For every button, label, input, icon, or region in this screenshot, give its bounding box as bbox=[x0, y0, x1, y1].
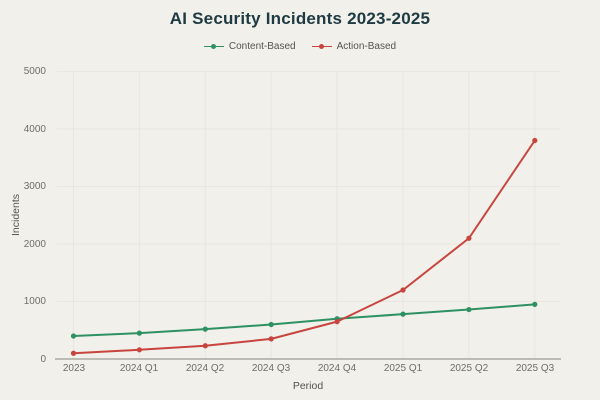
data-point-action-based bbox=[70, 350, 77, 356]
chart-title: AI Security Incidents 2023-2025 bbox=[169, 9, 431, 28]
series-line-action-based bbox=[72, 139, 536, 355]
x-tick-label: 2025 Q1 bbox=[383, 363, 423, 374]
x-tick-label: 2024 Q4 bbox=[317, 363, 357, 374]
legend-dot bbox=[319, 44, 324, 49]
data-point-action-based bbox=[334, 319, 340, 325]
y-tick-label: 5000 bbox=[23, 66, 46, 77]
x-tick-label: 2023 bbox=[62, 363, 86, 374]
x-tick-label: 2024 Q3 bbox=[251, 363, 291, 374]
data-point-content-based bbox=[532, 301, 538, 307]
line-dot-marker-icon bbox=[203, 43, 224, 50]
data-point-content-based bbox=[268, 321, 274, 328]
data-point-action-based bbox=[202, 343, 208, 349]
data-point-action-based bbox=[532, 137, 538, 144]
legend-item-action-based[interactable]: Action-Based bbox=[311, 41, 397, 52]
data-point-action-based bbox=[136, 347, 142, 353]
legend-label: Content-Based bbox=[228, 41, 296, 52]
data-point-content-based bbox=[466, 306, 472, 313]
y-tick-label: 3000 bbox=[23, 181, 46, 192]
series-line-content-based bbox=[72, 303, 536, 337]
legend-label: Action-Based bbox=[336, 41, 397, 52]
y-tick-label: 0 bbox=[40, 354, 46, 365]
data-point-action-based bbox=[400, 287, 406, 293]
x-tick-label: 2025 Q3 bbox=[515, 363, 555, 374]
y-tick-label: 1000 bbox=[23, 296, 46, 307]
data-point-content-based bbox=[400, 311, 406, 317]
data-point-content-based bbox=[70, 333, 77, 339]
legend: Content-Based Action-Based bbox=[0, 41, 600, 52]
y-axis-title: Incidents bbox=[10, 193, 22, 237]
x-tick-label: 2024 Q1 bbox=[119, 363, 159, 374]
data-point-action-based bbox=[466, 235, 472, 241]
y-tick-label: 2000 bbox=[23, 239, 46, 250]
line-dot-marker-icon bbox=[311, 43, 332, 50]
data-point-action-based bbox=[268, 336, 274, 342]
x-tick-label: 2024 Q2 bbox=[185, 363, 225, 374]
legend-dot bbox=[211, 44, 217, 49]
data-point-content-based bbox=[136, 330, 142, 336]
legend-item-content-based[interactable]: Content-Based bbox=[203, 41, 296, 52]
x-tick-label: 2025 Q2 bbox=[449, 363, 489, 374]
data-point-content-based bbox=[202, 326, 208, 332]
x-axis-title: Period bbox=[292, 380, 324, 392]
y-tick-label: 4000 bbox=[23, 124, 46, 135]
